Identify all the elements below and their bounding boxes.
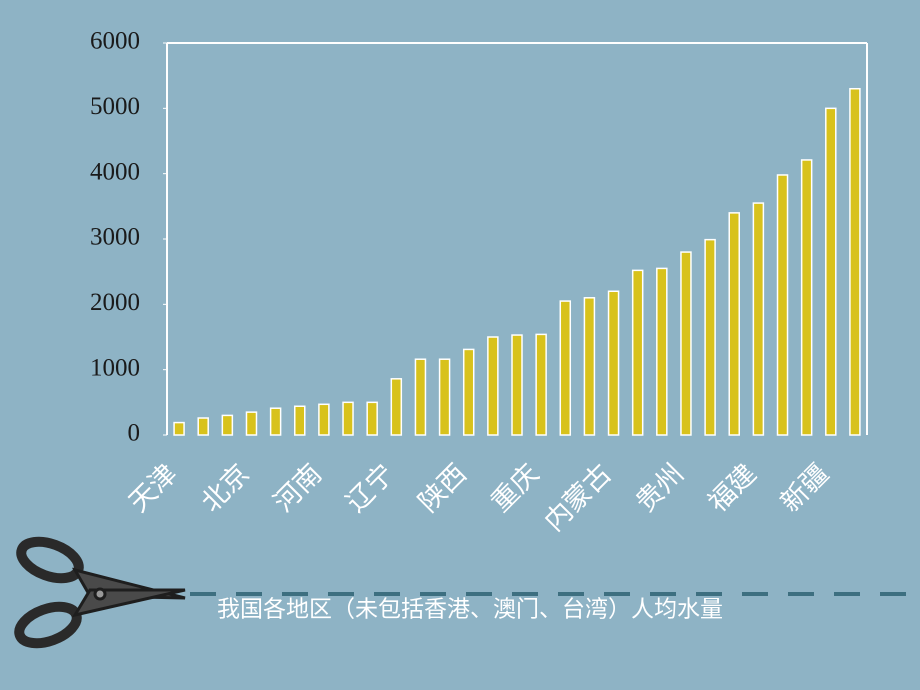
bar [511,334,523,436]
bar [680,251,692,436]
y-tick-label: 2000 [90,289,140,316]
bar [631,269,644,436]
bar [583,297,596,436]
bar [173,421,185,436]
bar [269,407,282,436]
y-tick-label: 1000 [90,354,140,381]
bar [462,348,475,436]
bar [390,378,403,436]
bar [752,202,765,436]
bar [438,358,451,436]
bar [535,333,547,436]
chart-title: 我国各地区（未包括香港、澳门、台湾）人均水量 [217,597,723,623]
y-tick-label: 0 [128,420,141,447]
bar [245,411,258,436]
bar [342,401,354,436]
y-tick-label: 6000 [90,28,140,55]
bar [318,403,330,436]
bar [197,417,209,436]
y-tick-label: 5000 [90,93,140,120]
bar [366,401,378,436]
bar [825,107,837,436]
bar [656,267,668,436]
scissors-icon [14,536,186,649]
bar [559,300,572,436]
y-tick-label: 4000 [90,158,140,185]
bar [728,212,740,436]
bar [704,238,716,436]
bar [294,405,306,436]
y-tick-label: 3000 [90,224,140,251]
bar [607,290,620,436]
bar [776,174,789,436]
bar [221,414,234,436]
bar [487,336,499,436]
bar [800,159,813,436]
bar [414,358,427,436]
bar [849,87,861,436]
